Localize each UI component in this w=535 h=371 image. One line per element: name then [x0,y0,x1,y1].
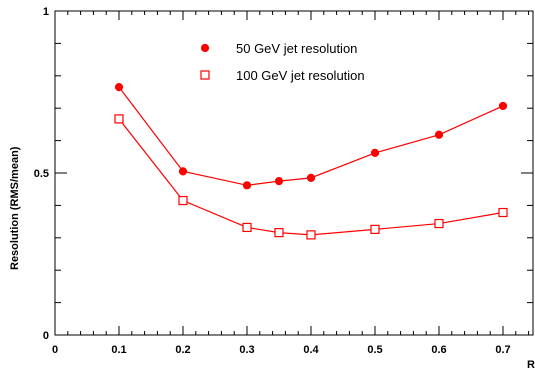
axis-tick-labels: 0 0.1 0.2 0.3 0.4 0.5 0.6 0.7 0 0.5 1 [34,6,511,356]
x-axis-label: R [527,359,535,371]
x-tick-label: 0.6 [431,344,446,356]
series-line [118,118,504,236]
data-point [242,181,252,190]
legend-marker-100gev [200,70,210,80]
legend: 50 GeV jet resolution 100 GeV jet resolu… [200,41,365,83]
data-point [306,173,316,182]
series-1 [114,114,508,240]
data-point [498,207,508,218]
series-0 [114,83,508,190]
data-point [498,101,508,111]
data-point [306,230,316,240]
data-point [434,218,444,229]
data-point [178,167,188,176]
legend-marker-square [200,70,210,80]
data-point [434,130,444,139]
plot-frame [54,10,534,336]
series-layer [114,83,508,240]
legend-label-100gev: 100 GeV jet resolution [236,68,365,83]
x-tick-label: 0.2 [175,344,190,356]
x-tick-label: 0 [52,344,58,356]
x-tick-label: 0.3 [239,344,254,356]
y-tick-label: 0.5 [34,168,49,180]
data-point [114,114,124,124]
data-point [274,177,284,186]
data-point [370,148,380,158]
y-tick-label: 0 [43,330,49,342]
x-tick-label: 0.4 [303,344,319,356]
data-point [274,228,284,238]
x-tick-label: 0.7 [495,344,510,356]
data-point [114,83,124,92]
data-point [178,195,188,206]
legend-marker-50gev [200,43,210,53]
x-tick-label: 0.1 [111,344,126,356]
series-line [118,86,504,186]
legend-marker-circle [200,43,210,53]
y-axis-label: Resolution (RMS/mean) [9,146,21,270]
axis-ticks [54,10,533,336]
x-tick-label: 0.5 [367,344,382,356]
y-tick-label: 1 [43,6,49,18]
data-point [370,224,380,234]
legend-label-50gev: 50 GeV jet resolution [236,41,357,56]
data-point [242,222,252,233]
